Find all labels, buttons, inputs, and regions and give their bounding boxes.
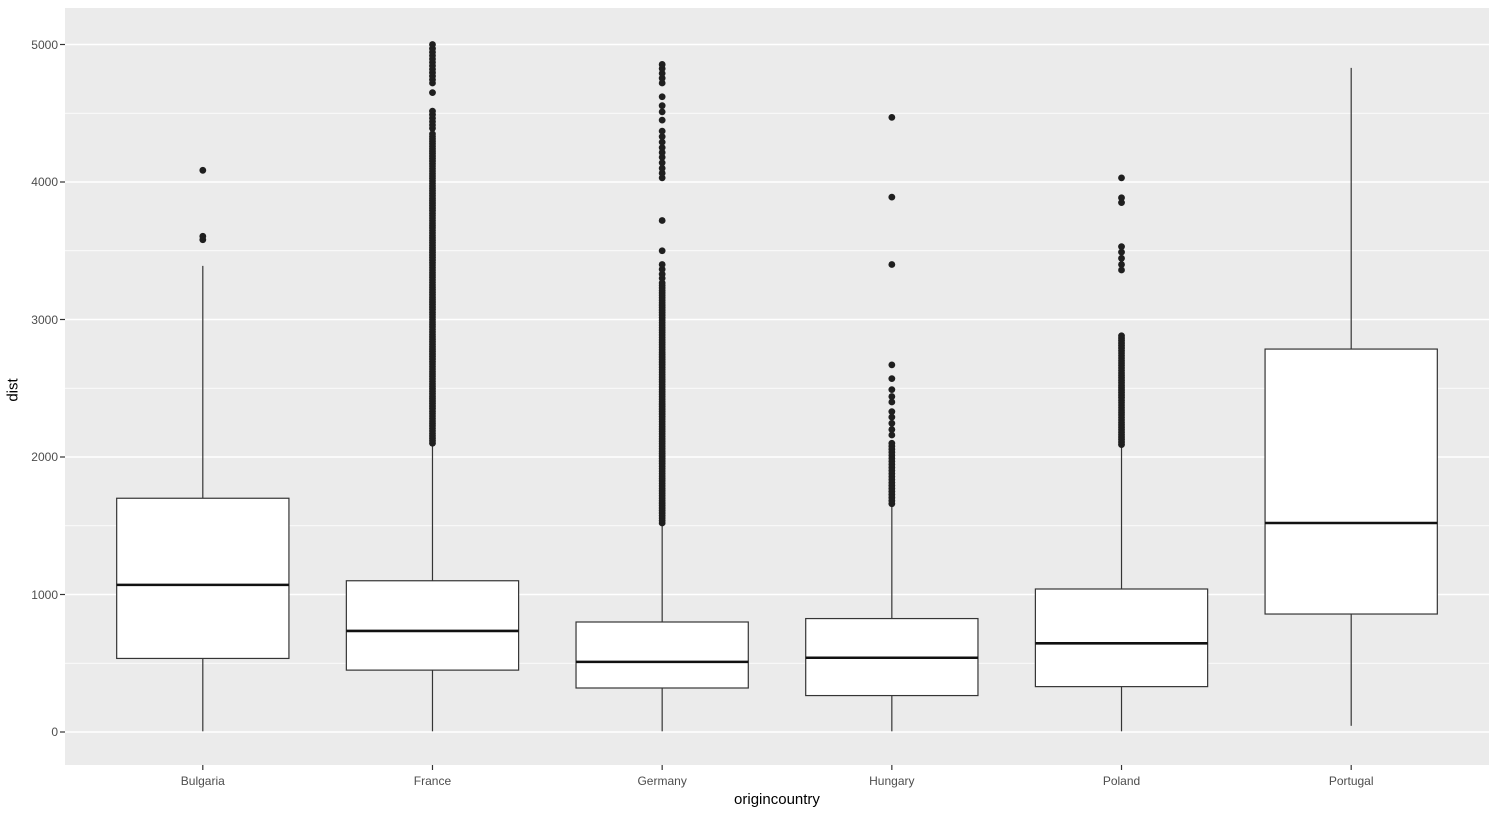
outlier-dot-bulgaria xyxy=(199,166,207,174)
outlier-dot-germany xyxy=(658,74,666,82)
outlier-dot-france xyxy=(429,107,436,115)
outlier-dot-poland xyxy=(1118,266,1125,274)
outlier-dot-germany xyxy=(658,108,666,116)
outlier-dot-france xyxy=(429,89,436,97)
outlier-dot-hungary xyxy=(888,426,896,433)
outlier-dot-hungary xyxy=(888,408,896,416)
panel-background xyxy=(65,8,1489,765)
outlier-dot-hungary xyxy=(888,386,896,394)
x-tick-label-france: France xyxy=(413,774,452,788)
outlier-dot-germany xyxy=(658,265,666,273)
outlier-dot-germany xyxy=(658,61,666,68)
outlier-dot-germany xyxy=(658,102,666,110)
outlier-dot-germany xyxy=(658,169,666,177)
outlier-dot-hungary xyxy=(888,261,896,268)
box-bulgaria xyxy=(116,497,290,660)
y-tick-label-3000: 3000 xyxy=(31,312,58,327)
outlier-dot-germany xyxy=(658,247,666,255)
x-tick-label-germany: Germany xyxy=(637,774,687,788)
y-tick-label-2000: 2000 xyxy=(31,450,58,464)
outlier-dot-germany xyxy=(658,127,666,135)
y-axis-title: dist xyxy=(4,378,22,402)
outlier-dot-france xyxy=(429,130,436,138)
outlier-dot-germany xyxy=(658,144,666,152)
y-tick-label-5000: 5000 xyxy=(31,37,58,52)
outlier-dot-hungary xyxy=(888,419,896,427)
outlier-dot-hungary xyxy=(888,113,896,121)
outlier-dot-germany xyxy=(658,79,666,87)
outlier-dot-germany xyxy=(658,138,666,146)
outlier-dot-germany xyxy=(658,93,666,101)
outlier-dot-hungary xyxy=(888,439,896,447)
outlier-dot-germany xyxy=(658,270,666,278)
y-tick-label-4000: 4000 xyxy=(31,175,58,189)
x-axis-title: origincountry xyxy=(734,791,820,808)
outlier-dot-germany xyxy=(658,149,666,156)
outlier-dot-poland xyxy=(1118,199,1125,207)
outlier-dot-bulgaria xyxy=(199,232,207,240)
x-tick-label-portugal: Portugal xyxy=(1328,774,1374,788)
outlier-dot-germany xyxy=(658,217,666,224)
outlier-dot-hungary xyxy=(888,398,896,406)
outlier-dot-hungary xyxy=(888,393,896,400)
outlier-dot-poland xyxy=(1118,261,1125,268)
box-france xyxy=(345,580,520,671)
outlier-dot-hungary xyxy=(888,413,896,421)
outlier-dot-germany xyxy=(658,69,666,77)
outlier-dot-poland xyxy=(1118,194,1125,202)
outlier-dot-germany xyxy=(658,153,666,161)
box-portugal xyxy=(1264,348,1438,615)
box-poland xyxy=(1034,588,1209,688)
y-tick-label-0: 0 xyxy=(51,725,58,739)
outlier-dot-hungary xyxy=(888,193,896,201)
outlier-dot-poland xyxy=(1118,332,1125,340)
outlier-dot-hungary xyxy=(888,361,896,369)
outlier-dot-poland xyxy=(1118,248,1125,256)
outlier-dot-germany xyxy=(658,164,666,172)
x-tick-label-hungary: Hungary xyxy=(869,774,915,788)
outlier-dot-poland xyxy=(1118,254,1125,262)
outlier-dot-germany xyxy=(658,174,666,182)
outlier-dot-germany xyxy=(658,159,666,167)
outlier-dot-germany xyxy=(658,279,666,287)
x-tick-label-poland: Poland xyxy=(1102,774,1141,788)
box-germany xyxy=(575,621,749,689)
outlier-dot-hungary xyxy=(888,431,896,439)
outlier-dot-poland xyxy=(1118,174,1125,182)
outlier-dot-germany xyxy=(658,261,666,268)
x-tick-label-bulgaria: Bulgaria xyxy=(180,774,225,788)
outlier-dot-germany xyxy=(658,116,666,124)
outlier-dot-germany xyxy=(658,133,666,141)
outlier-dot-france xyxy=(429,41,436,48)
outlier-dot-poland xyxy=(1118,243,1125,251)
y-tick-label-1000: 1000 xyxy=(31,587,58,602)
outlier-dot-hungary xyxy=(888,375,896,383)
